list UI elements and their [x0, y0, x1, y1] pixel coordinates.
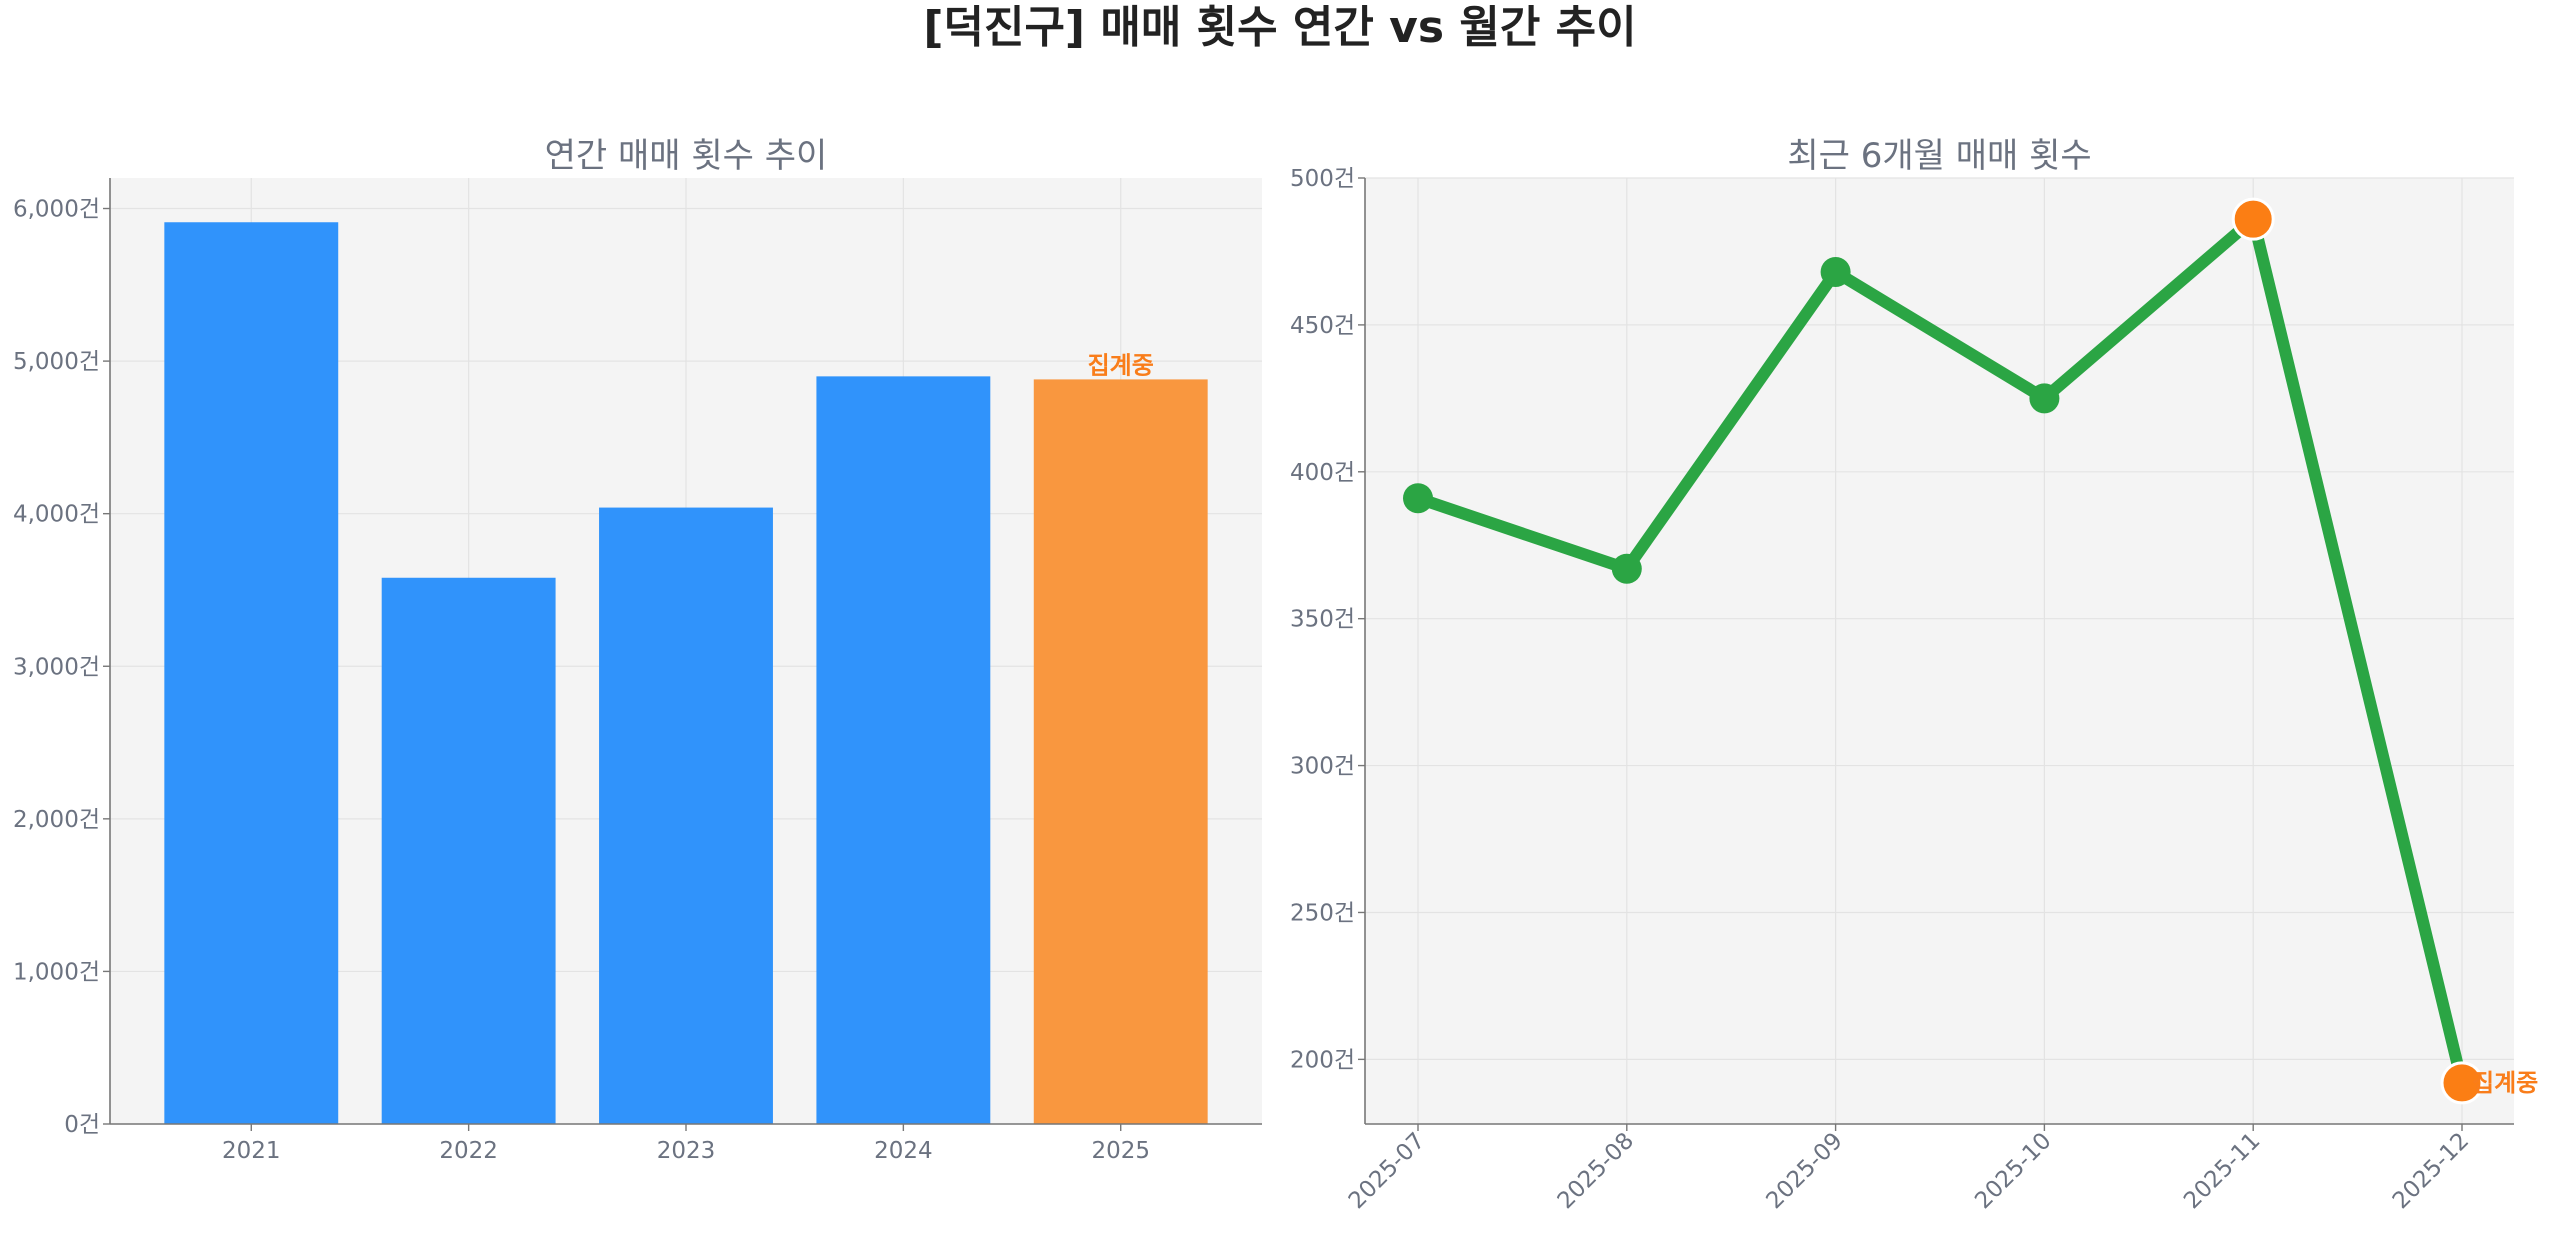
bar-2024 [816, 376, 991, 1124]
line-xtick-label: 2025-11 [2179, 1128, 2265, 1214]
figure-title: [덕진구] 매매 횟수 연간 vs 월간 추이 [923, 2, 1636, 53]
line-point-2025-07 [1403, 483, 1433, 514]
bar-xtick-label: 2023 [657, 1138, 716, 1164]
line-path [1412, 213, 2468, 1089]
line-point-2025-11 [2231, 197, 2275, 241]
bar-xtick-label: 2021 [222, 1138, 281, 1164]
line-chart-title: 최근 6개월 매매 횟수 [1787, 136, 2091, 176]
line-xtick-label: 2025-10 [1970, 1128, 2056, 1214]
line-y-axis-ticks: 200건 250건 300건 350건 400건 450건 500건 [1290, 166, 1365, 1073]
line-ytick-label: 500건 [1290, 166, 1355, 192]
line-xtick-label: 2025-12 [2388, 1128, 2474, 1214]
line-ytick-label: 450건 [1290, 313, 1355, 339]
line-point-2025-10 [2029, 383, 2060, 414]
line-annotation: 집계중 [2472, 1069, 2538, 1097]
bar-2021 [164, 222, 339, 1124]
line-ytick-label: 350건 [1290, 607, 1355, 633]
line-series [1403, 197, 2484, 1105]
bar-ytick-label: 1,000건 [13, 959, 100, 985]
bar-series [164, 222, 1208, 1124]
line-xtick-label: 2025-07 [1344, 1128, 1430, 1214]
annual-bar-chart: 연간 매매 횟수 추이 0건 1,000건 2,000건 3,000건 4,000건 5,… [13, 136, 1262, 1164]
bar-annotation: 집계중 [1088, 351, 1154, 379]
line-gridlines [1365, 177, 2514, 1124]
bar-xtick-label: 2025 [1091, 1138, 1150, 1164]
line-ytick-label: 300건 [1290, 754, 1355, 780]
bar-y-axis-ticks: 0건 1,000건 2,000건 3,000건 4,000건 5,000건 6,000건 [13, 197, 110, 1138]
bar-xtick-label: 2022 [439, 1138, 498, 1164]
line-xtick-label: 2025-09 [1761, 1128, 1847, 1214]
bar-ytick-label: 5,000건 [13, 349, 100, 375]
bar-ytick-label: 3,000건 [13, 654, 100, 680]
line-xtick-label: 2025-08 [1553, 1128, 1639, 1214]
monthly-line-chart: 최근 6개월 매매 횟수 200건 250건 300건 350건 400건 450건 500… [1290, 136, 2538, 1214]
bar-2025 [1033, 379, 1208, 1124]
line-ytick-label: 400건 [1290, 460, 1355, 486]
bar-ytick-label: 6,000건 [13, 197, 100, 223]
line-x-axis-ticks: 2025-07 2025-08 2025-09 2025-10 2025-11 2025-… [1344, 1124, 2474, 1214]
bar-x-axis-ticks: 2021 2022 2023 2024 2025 [222, 1124, 1150, 1164]
line-point-2025-08 [1611, 553, 1642, 584]
bar-xtick-label: 2024 [874, 1138, 933, 1164]
bar-axis-spines [109, 178, 1262, 1125]
bar-ytick-label: 2,000건 [13, 807, 100, 833]
line-ytick-label: 250건 [1290, 900, 1355, 926]
bar-chart-title: 연간 매매 횟수 추이 [545, 136, 828, 176]
line-point-2025-09 [1820, 257, 1851, 288]
bar-2023 [599, 507, 773, 1124]
line-point-2025-12 [2440, 1061, 2484, 1105]
bar-ytick-label: 0건 [64, 1112, 100, 1138]
line-axis-spines [1364, 178, 2514, 1125]
line-ytick-label: 200건 [1290, 1047, 1355, 1073]
bar-ytick-label: 4,000건 [13, 502, 100, 528]
line-plot-area [1365, 178, 2514, 1124]
bar-2022 [381, 577, 556, 1124]
